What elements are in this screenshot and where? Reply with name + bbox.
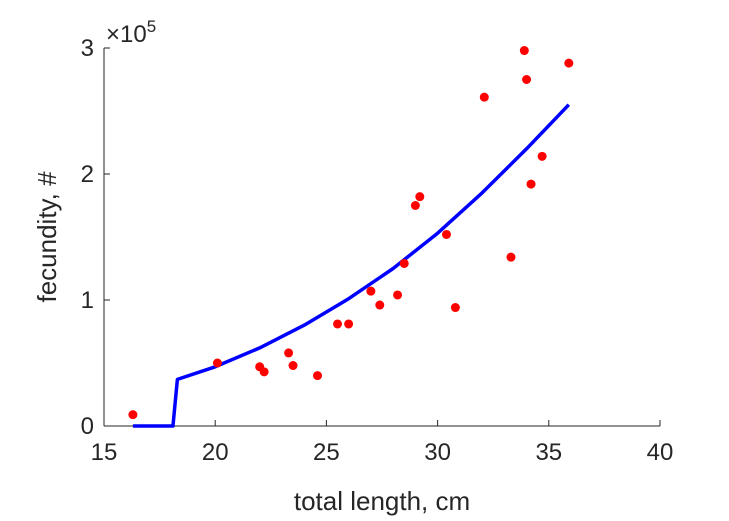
data-point [410, 201, 420, 210]
data-point [375, 300, 385, 310]
data-point [313, 371, 323, 381]
data-point [564, 58, 574, 68]
y-exponent-power: 5 [147, 17, 156, 36]
data-point [212, 358, 222, 368]
x-tick-label: 35 [535, 439, 562, 466]
data-point [506, 252, 516, 262]
x-tick-label: 25 [313, 439, 340, 466]
data-point [284, 348, 294, 358]
x-tick-label: 30 [424, 439, 451, 466]
y-tick-label: 0 [81, 413, 94, 440]
data-point [288, 361, 298, 371]
x-tick-label: 40 [647, 439, 674, 466]
data-point [479, 92, 489, 102]
plot-area [128, 46, 574, 428]
data-point [344, 319, 354, 329]
y-tick-label: 2 [81, 161, 94, 188]
data-point [522, 75, 532, 84]
x-axis-label: total length, cm [294, 486, 470, 516]
y-axis-exponent: ×105 [106, 17, 156, 48]
data-point [450, 303, 460, 313]
data-point [441, 229, 451, 239]
data-point [519, 46, 529, 56]
y-tick-label: 3 [81, 35, 94, 62]
x-tick-label: 15 [91, 439, 118, 466]
axes: 15 20 25 30 35 40 0 1 2 3 [81, 35, 674, 466]
x-tick-label: 20 [202, 439, 229, 466]
data-point [259, 367, 269, 377]
y-tick-label: 1 [81, 287, 94, 314]
data-point [415, 192, 425, 202]
y-exponent-prefix: ×10 [106, 21, 147, 48]
data-point [366, 286, 376, 296]
data-point [537, 151, 547, 161]
data-point [399, 258, 409, 268]
data-point [128, 410, 138, 420]
y-axis-label: fecundity, # [32, 171, 62, 303]
fit-line [132, 103, 571, 428]
data-point [526, 179, 536, 189]
data-point [333, 319, 343, 329]
data-point [393, 290, 403, 300]
